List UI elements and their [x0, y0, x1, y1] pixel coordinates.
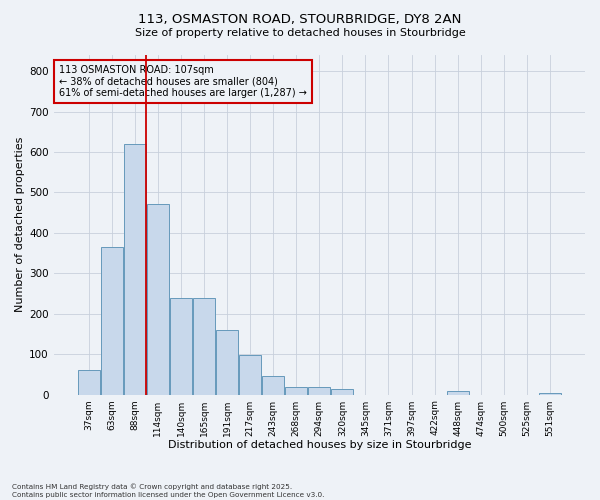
- Bar: [78, 370, 100, 394]
- Bar: [170, 298, 192, 394]
- Bar: [101, 247, 123, 394]
- Bar: [539, 392, 561, 394]
- Y-axis label: Number of detached properties: Number of detached properties: [15, 137, 25, 312]
- Bar: [124, 144, 146, 395]
- Text: Size of property relative to detached houses in Stourbridge: Size of property relative to detached ho…: [134, 28, 466, 38]
- Bar: [331, 390, 353, 394]
- Bar: [193, 298, 215, 394]
- Bar: [216, 330, 238, 394]
- Text: 113 OSMASTON ROAD: 107sqm
← 38% of detached houses are smaller (804)
61% of semi: 113 OSMASTON ROAD: 107sqm ← 38% of detac…: [59, 65, 307, 98]
- Text: Contains HM Land Registry data © Crown copyright and database right 2025.
Contai: Contains HM Land Registry data © Crown c…: [12, 484, 325, 498]
- Bar: [286, 386, 307, 394]
- X-axis label: Distribution of detached houses by size in Stourbridge: Distribution of detached houses by size …: [167, 440, 471, 450]
- Bar: [308, 388, 330, 394]
- Bar: [239, 355, 261, 395]
- Bar: [147, 204, 169, 394]
- Text: 113, OSMASTON ROAD, STOURBRIDGE, DY8 2AN: 113, OSMASTON ROAD, STOURBRIDGE, DY8 2AN: [139, 12, 461, 26]
- Bar: [262, 376, 284, 394]
- Bar: [447, 392, 469, 394]
